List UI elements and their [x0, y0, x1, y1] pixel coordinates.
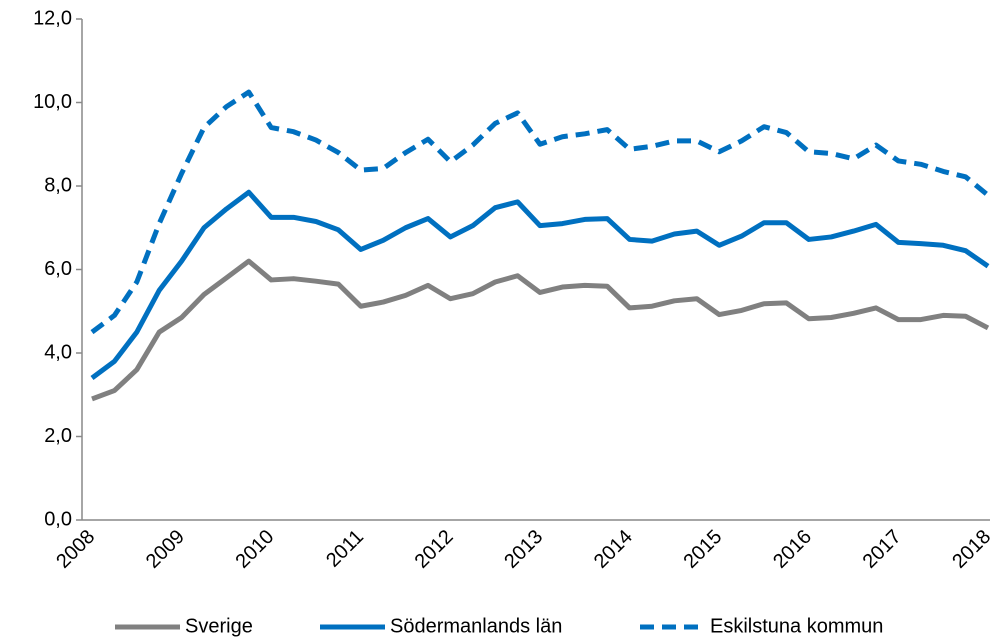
y-tick-label: 4,0	[44, 341, 72, 363]
y-tick-label: 12,0	[33, 7, 72, 29]
x-tick-label: 2015	[679, 526, 726, 573]
legend-label: Eskilstuna kommun	[710, 615, 883, 637]
x-tick-label: 2009	[142, 526, 189, 573]
legend-label: Sverige	[185, 615, 253, 637]
x-tick-label: 2008	[52, 526, 99, 573]
y-tick-label: 0,0	[44, 508, 72, 530]
y-tick-label: 6,0	[44, 258, 72, 280]
line-series	[90, 189, 990, 381]
x-tick-label: 2014	[590, 526, 637, 573]
y-tick-label: 10,0	[33, 91, 72, 113]
x-tick-label: 2017	[859, 526, 906, 573]
y-tick-label: 8,0	[44, 174, 72, 196]
line-series	[91, 258, 990, 402]
line-series	[90, 89, 990, 335]
x-tick-label: 2012	[411, 526, 458, 573]
x-tick-label: 2011	[322, 526, 368, 572]
x-tick-label: 2018	[948, 526, 995, 573]
y-tick-label: 2,0	[44, 425, 72, 447]
x-tick-label: 2013	[500, 526, 547, 573]
x-tick-label: 2016	[769, 526, 816, 573]
x-tick-label: 2010	[231, 526, 278, 573]
legend-label: Södermanlands län	[390, 615, 562, 637]
